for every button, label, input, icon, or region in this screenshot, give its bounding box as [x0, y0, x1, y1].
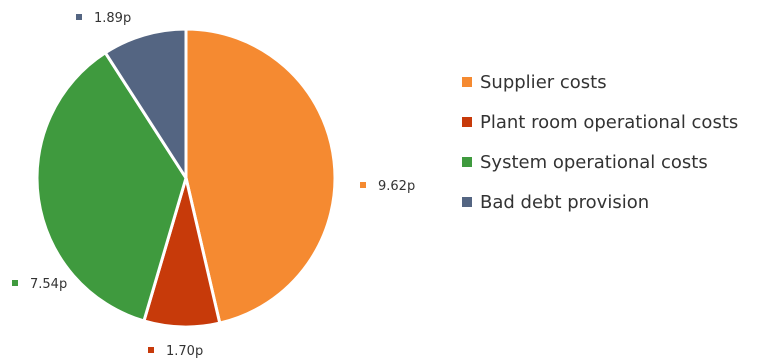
legend-swatch	[462, 77, 472, 87]
legend-item-plant-room-operational-costs: Plant room operational costs	[462, 111, 739, 133]
pie-slice-supplier-costs	[184, 27, 337, 325]
legend-label: Bad debt provision	[480, 191, 650, 213]
data-label: 1.70p	[166, 344, 203, 359]
legend-swatch	[462, 157, 472, 167]
legend-item-supplier-costs: Supplier costs	[462, 71, 738, 93]
legend-item-system-operational-costs: System operational costs	[462, 151, 738, 173]
legend-label: Supplier costs	[480, 71, 607, 93]
legend-label: System operational costs	[480, 151, 708, 173]
legend-label: Plant room operational costs	[480, 111, 739, 133]
chart-legend: Supplier costs Plant room operational co…	[462, 72, 738, 232]
data-label-marker	[360, 182, 366, 188]
legend-item-bad-debt-provision: Bad debt provision	[462, 191, 738, 213]
pie-slice-system-operational-costs	[35, 51, 188, 323]
data-label: 7.54p	[30, 277, 67, 292]
pie-slice-bad-debt-provision	[103, 27, 188, 180]
data-label: 9.62p	[378, 179, 415, 194]
data-label: 1.89p	[94, 11, 131, 26]
data-label-marker	[12, 280, 18, 286]
data-label-marker	[148, 347, 154, 353]
legend-swatch	[462, 197, 472, 207]
data-label-marker	[76, 14, 82, 20]
legend-swatch	[462, 117, 472, 127]
